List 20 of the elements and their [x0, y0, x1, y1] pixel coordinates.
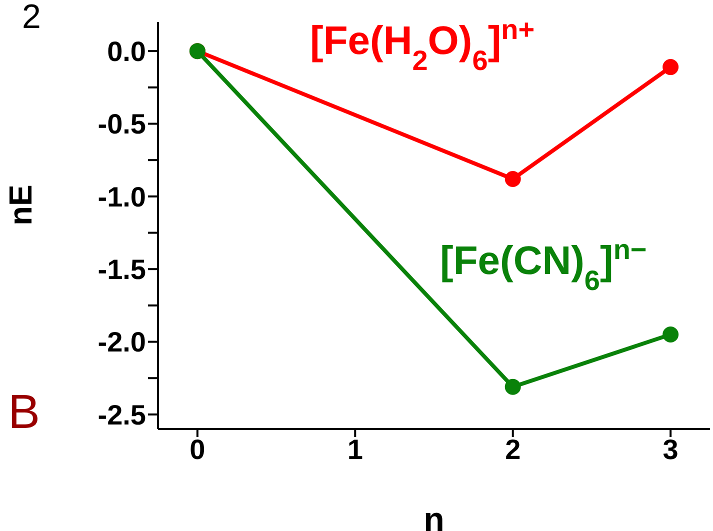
- point: [662, 59, 679, 76]
- y-tick-label: -2.0: [98, 326, 146, 358]
- x-tick-label: 0: [190, 434, 206, 465]
- y-tick-label: 0.0: [107, 36, 146, 68]
- y-tick-label: -0.5: [98, 108, 146, 140]
- y-axis-title: nE: [2, 184, 38, 226]
- point: [504, 170, 521, 187]
- point: [504, 378, 521, 395]
- x-axis-title: n: [424, 501, 444, 531]
- series-label: [Fe(CN)$_{6}$]$^{n−}$: [440, 234, 647, 296]
- y-tick-label: -1.0: [98, 181, 146, 212]
- text: B: [8, 386, 40, 439]
- x-tick-label: 2: [505, 434, 521, 465]
- x-tick-label: 1: [347, 434, 363, 465]
- x-tick-label: 3: [662, 434, 678, 465]
- point: [662, 326, 679, 343]
- y-tick-label: -1.5: [98, 254, 146, 286]
- text: 2: [22, 0, 41, 36]
- series-label: [Fe(H$_{2}$O)$_{6}$]$^{n+}$: [310, 14, 535, 76]
- y-tick-label: -2.5: [98, 399, 146, 430]
